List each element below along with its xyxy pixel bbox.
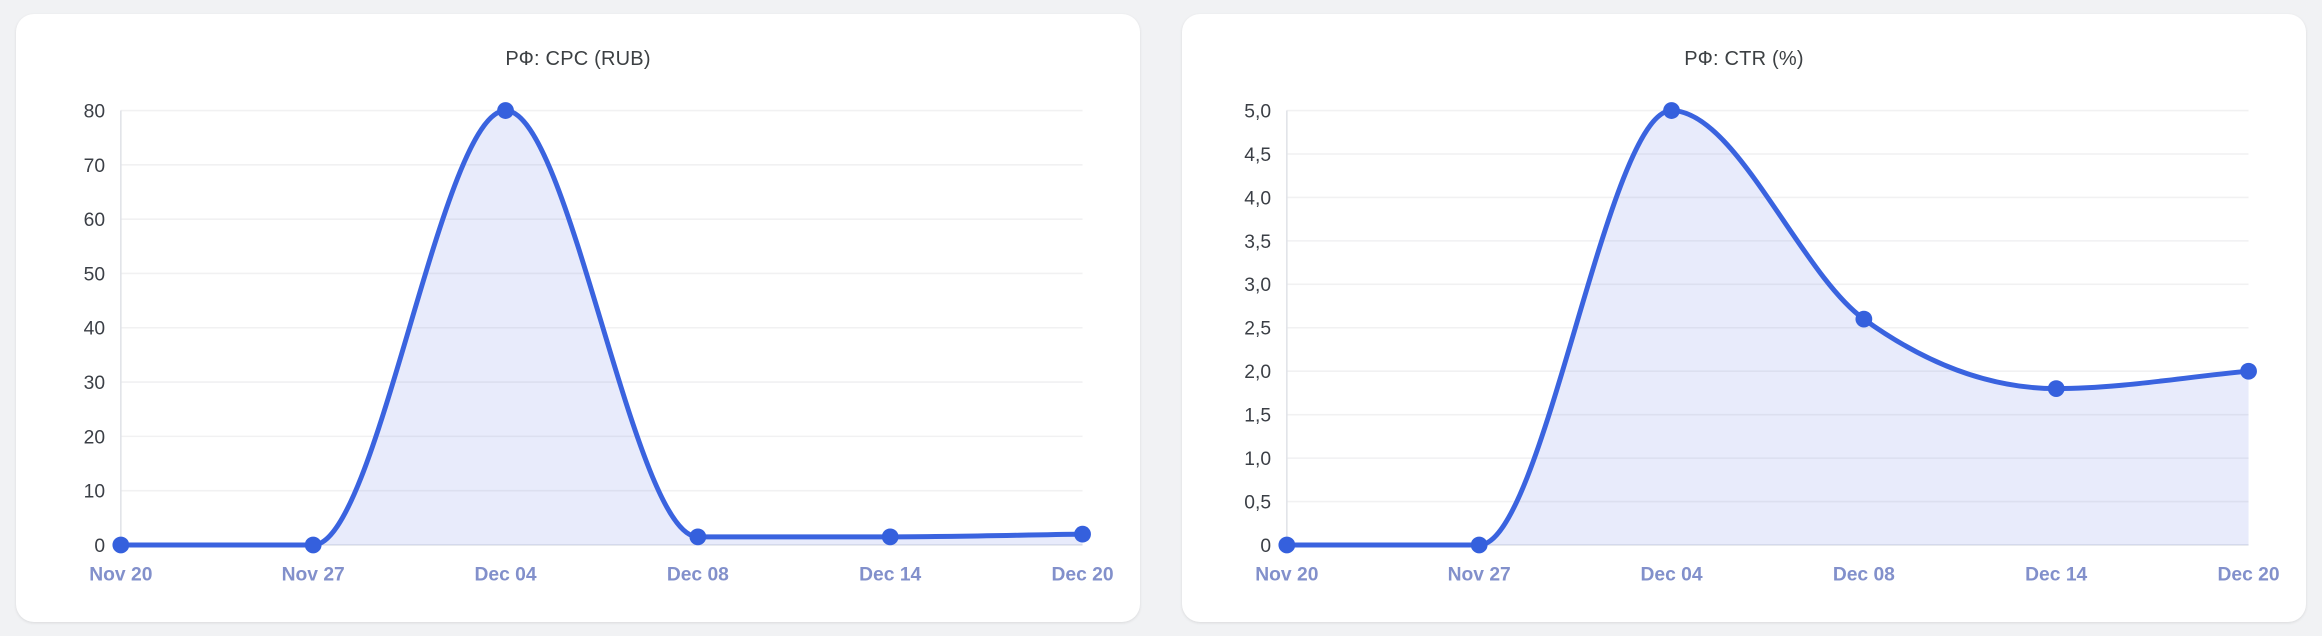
y-tick-label: 4,0: [1244, 188, 1271, 209]
cpc-chart-card: РФ: CPC (RUB) 0 10 20 30 40 50 60 70 80 Nov 20 Nov…: [16, 14, 1140, 622]
x-tick-label: Dec 04: [1640, 565, 1702, 586]
y-tick-label: 1,0: [1244, 449, 1271, 470]
y-tick-label: 2,0: [1244, 362, 1271, 383]
data-point[interactable]: [1855, 310, 1873, 328]
x-tick-label: Nov 27: [282, 565, 345, 586]
x-tick-label: Dec 08: [1833, 565, 1895, 586]
y-tick-label: 3,0: [1244, 275, 1271, 296]
y-tick-label: 2,5: [1244, 319, 1271, 340]
x-tick-label: Dec 20: [1052, 565, 1114, 586]
data-point[interactable]: [1278, 536, 1296, 554]
y-tick-label: 80: [84, 101, 105, 122]
data-point[interactable]: [2240, 362, 2257, 380]
data-point[interactable]: [1470, 536, 1488, 554]
series-area: [1286, 110, 2249, 545]
y-tick-label: 4,5: [1244, 145, 1271, 166]
ctr-chart-title: РФ: CTR (%): [1684, 48, 1804, 70]
y-tick-label: 20: [84, 427, 105, 448]
data-point[interactable]: [881, 528, 899, 546]
data-point[interactable]: [1074, 525, 1091, 543]
data-point[interactable]: [689, 528, 707, 546]
y-tick-label: 30: [84, 373, 105, 394]
data-point[interactable]: [112, 536, 130, 554]
x-tick-label: Nov 20: [89, 565, 152, 586]
x-tick-label: Dec 20: [2218, 565, 2280, 586]
x-tick-label: Dec 08: [667, 565, 729, 586]
y-tick-label: 0: [1260, 536, 1271, 557]
ctr-chart-card: РФ: CTR (%) 0 0,5 1,0 1,5 2,0 2,5 3,0 3,5 4,0 4,5…: [1182, 14, 2306, 622]
data-point[interactable]: [2047, 380, 2065, 397]
y-tick-label: 1,5: [1244, 406, 1271, 427]
y-tick-label: 70: [84, 156, 105, 177]
cpc-line-chart[interactable]: 0 10 20 30 40 50 60 70 80 Nov 20 Nov 27 Dec 04 Dec 0…: [30, 75, 1126, 608]
y-tick-label: 0,5: [1244, 492, 1271, 513]
y-tick-label: 60: [84, 210, 105, 231]
y-tick-label: 3,5: [1244, 232, 1271, 253]
x-tick-label: Nov 20: [1255, 565, 1318, 586]
x-tick-label: Nov 27: [1448, 565, 1511, 586]
y-tick-label: 0: [94, 536, 105, 557]
x-tick-label: Dec 14: [859, 565, 921, 586]
data-point[interactable]: [304, 536, 322, 554]
y-tick-label: 5,0: [1244, 101, 1271, 122]
ctr-line-chart[interactable]: 0 0,5 1,0 1,5 2,0 2,5 3,0 3,5 4,0 4,5 5,0 Nov 20 Nov…: [1196, 75, 2292, 608]
y-tick-label: 40: [84, 319, 105, 340]
cpc-chart-title: РФ: CPC (RUB): [505, 48, 651, 70]
data-point[interactable]: [497, 102, 514, 119]
y-tick-label: 10: [84, 482, 105, 503]
x-tick-label: Dec 14: [2025, 565, 2087, 586]
data-point[interactable]: [1663, 102, 1680, 119]
y-tick-label: 50: [84, 264, 105, 285]
x-tick-label: Dec 04: [474, 565, 536, 586]
